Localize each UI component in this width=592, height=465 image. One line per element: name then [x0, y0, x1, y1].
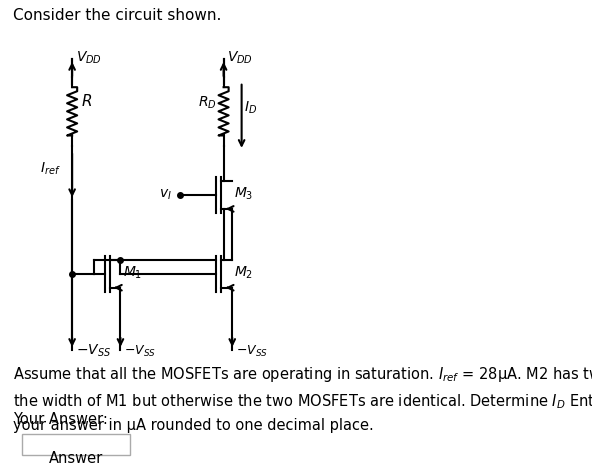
Text: $M_2$: $M_2$ — [234, 265, 253, 281]
Text: Answer: Answer — [49, 451, 103, 465]
Text: $M_3$: $M_3$ — [234, 186, 254, 202]
Text: $-V_{SS}$: $-V_{SS}$ — [124, 344, 156, 359]
Text: $-V_{SS}$: $-V_{SS}$ — [76, 343, 111, 359]
Text: $M_1$: $M_1$ — [123, 265, 142, 281]
Text: Assume that all the MOSFETs are operating in saturation. $I_{ref}$ = 28μA. M2 ha: Assume that all the MOSFETs are operatin… — [13, 365, 592, 433]
FancyBboxPatch shape — [22, 433, 130, 455]
Text: $-V_{SS}$: $-V_{SS}$ — [236, 344, 268, 359]
Text: $V_{DD}$: $V_{DD}$ — [76, 50, 102, 66]
Text: $I_{ref}$: $I_{ref}$ — [40, 161, 60, 177]
Text: Consider the circuit shown.: Consider the circuit shown. — [13, 8, 221, 23]
Text: $R$: $R$ — [81, 93, 92, 109]
Text: $I_D$: $I_D$ — [244, 100, 257, 116]
Text: $R_D$: $R_D$ — [198, 94, 217, 111]
Text: Your Answer:: Your Answer: — [13, 412, 108, 427]
Text: $v_I$: $v_I$ — [159, 188, 172, 202]
Text: $V_{DD}$: $V_{DD}$ — [227, 50, 253, 66]
